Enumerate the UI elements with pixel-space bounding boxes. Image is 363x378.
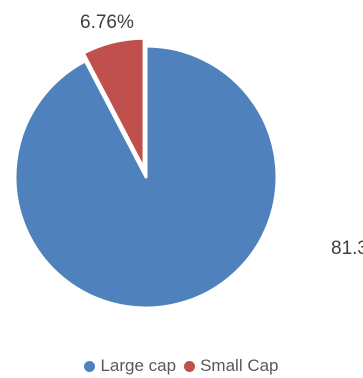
pie-slice-small-cap: [81, 36, 146, 171]
legend-marker-small-cap: [184, 360, 196, 372]
data-label-small-cap: 6.76%: [80, 12, 134, 33]
legend-label-large-cap: Large cap: [100, 356, 177, 375]
legend-label-small-cap: Small Cap: [200, 356, 279, 375]
data-label-large-cap: 81.32%: [331, 238, 363, 259]
chart-legend: Large cap Small Cap: [0, 356, 363, 376]
legend-marker-large-cap: [84, 360, 96, 372]
pie-slice-large-cap: [13, 44, 279, 310]
legend-item-large-cap: Large cap: [84, 356, 176, 376]
legend-item-small-cap: Small Cap: [184, 356, 279, 376]
